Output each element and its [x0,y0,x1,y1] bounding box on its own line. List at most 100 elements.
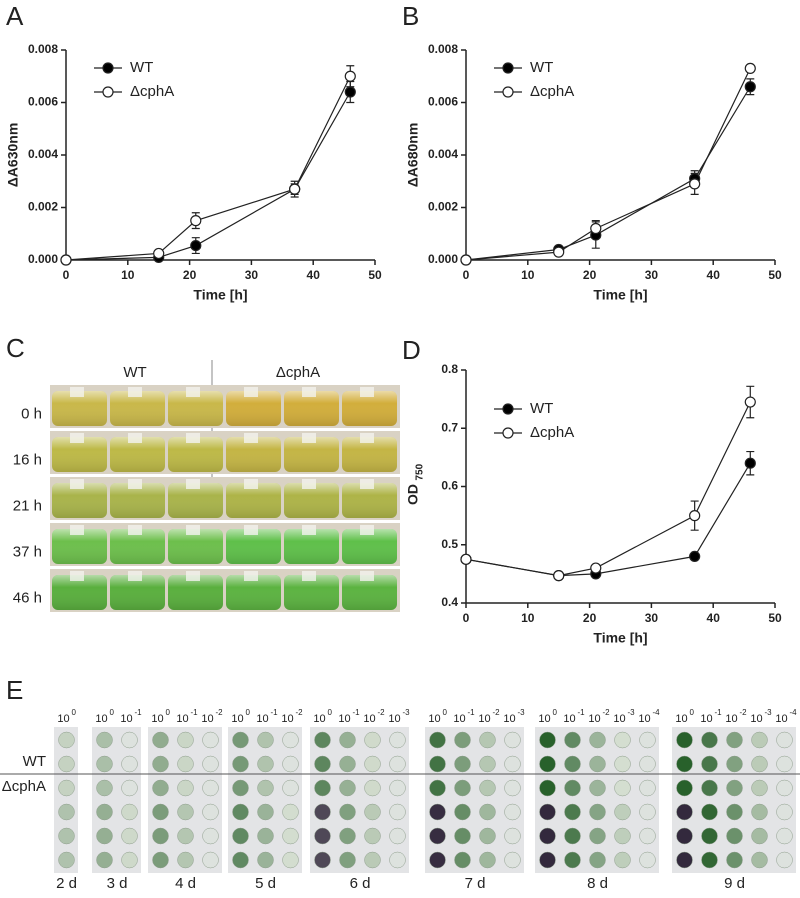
spot [726,803,743,821]
data-point [590,222,602,235]
flask-label [70,479,84,489]
spot [726,827,743,845]
x-tick-label: 50 [768,268,782,282]
series-line [465,86,751,261]
legend-label: ΔcphA [530,83,574,100]
spot [726,755,743,773]
series-line [65,75,351,261]
spot [751,851,768,869]
x-tick-label: 0 [63,268,70,282]
spot [564,755,581,773]
data-point [153,247,165,260]
day-label: 2 d [56,875,77,892]
panel-letter: D [402,335,421,365]
spot [479,803,496,821]
legend-label: WT [130,59,153,76]
plate-strip [54,727,79,873]
spot [177,731,194,749]
x-axis-label: Time [h] [593,287,647,303]
x-tick-label: 20 [583,611,597,625]
dilution-exponent: -4 [790,708,798,717]
photo-row-bg [50,477,400,520]
flask-shade [168,391,223,426]
spot [58,755,75,773]
spot [58,827,75,845]
dilution-exponent: 0 [553,708,558,717]
flask-label [244,433,258,443]
flask-label [360,387,374,397]
flask-shade [226,437,281,472]
dilution-base: 10 [538,713,550,725]
flask-shade [226,483,281,518]
flask-label [186,571,200,581]
legend-marker [502,62,514,74]
spot [589,827,606,845]
spot [564,803,581,821]
x-axis-label: Time [h] [593,630,647,646]
panel-letter: A [6,1,24,31]
spot [479,779,496,797]
spot [177,851,194,869]
x-tick-label: 0 [463,268,470,282]
spot [152,731,169,749]
spot [202,851,219,869]
plate-strip [310,727,410,873]
photo-row-bg [50,431,400,474]
flask-label [186,433,200,443]
flask-shade [342,483,397,518]
dilution-exponent: -2 [493,708,501,717]
flask-label [244,571,258,581]
spot [257,731,274,749]
spot [389,803,406,821]
flask-shade [168,575,223,610]
legend-label: WT [530,400,553,417]
spot [121,731,138,749]
spot [389,731,406,749]
dilution-exponent: -3 [518,708,526,717]
spot [504,827,521,845]
dilution-exponent: -4 [653,708,661,717]
y-tick-label: 0.008 [428,42,458,56]
y-axis-label-subscript: 750 [415,463,426,480]
flask-label [128,433,142,443]
spot [339,827,356,845]
data-point [460,254,472,266]
plate-strip [535,727,660,873]
dilution-exponent: -1 [578,708,586,717]
x-tick-label: 30 [645,268,659,282]
spot [152,779,169,797]
series-line [465,462,751,577]
spot [232,779,249,797]
spot [314,755,331,773]
spot [564,731,581,749]
flask-shade [110,575,165,610]
flask-shade [284,575,339,610]
data-point [344,70,356,82]
legend-marker [502,427,514,439]
spot [454,851,471,869]
spot [429,827,446,845]
spot [96,827,113,845]
data-point [744,62,756,74]
dilution-base: 10 [428,713,440,725]
dilution-base: 10 [675,713,687,725]
spot [58,731,75,749]
dilution-base: 10 [588,713,600,725]
dilution-base: 10 [700,713,712,725]
spot [701,755,718,773]
y-tick-label: 0.4 [441,595,458,609]
dilution-exponent: -1 [135,708,143,717]
y-tick-label: 0.7 [441,420,458,434]
spot [121,827,138,845]
spot [589,779,606,797]
flask-shade [110,483,165,518]
day-label: 3 d [107,875,128,892]
spot [429,731,446,749]
spot [177,779,194,797]
flask-shade [110,529,165,564]
spot [96,755,113,773]
dilution-base: 10 [725,713,737,725]
dilution-exponent: -3 [403,708,411,717]
